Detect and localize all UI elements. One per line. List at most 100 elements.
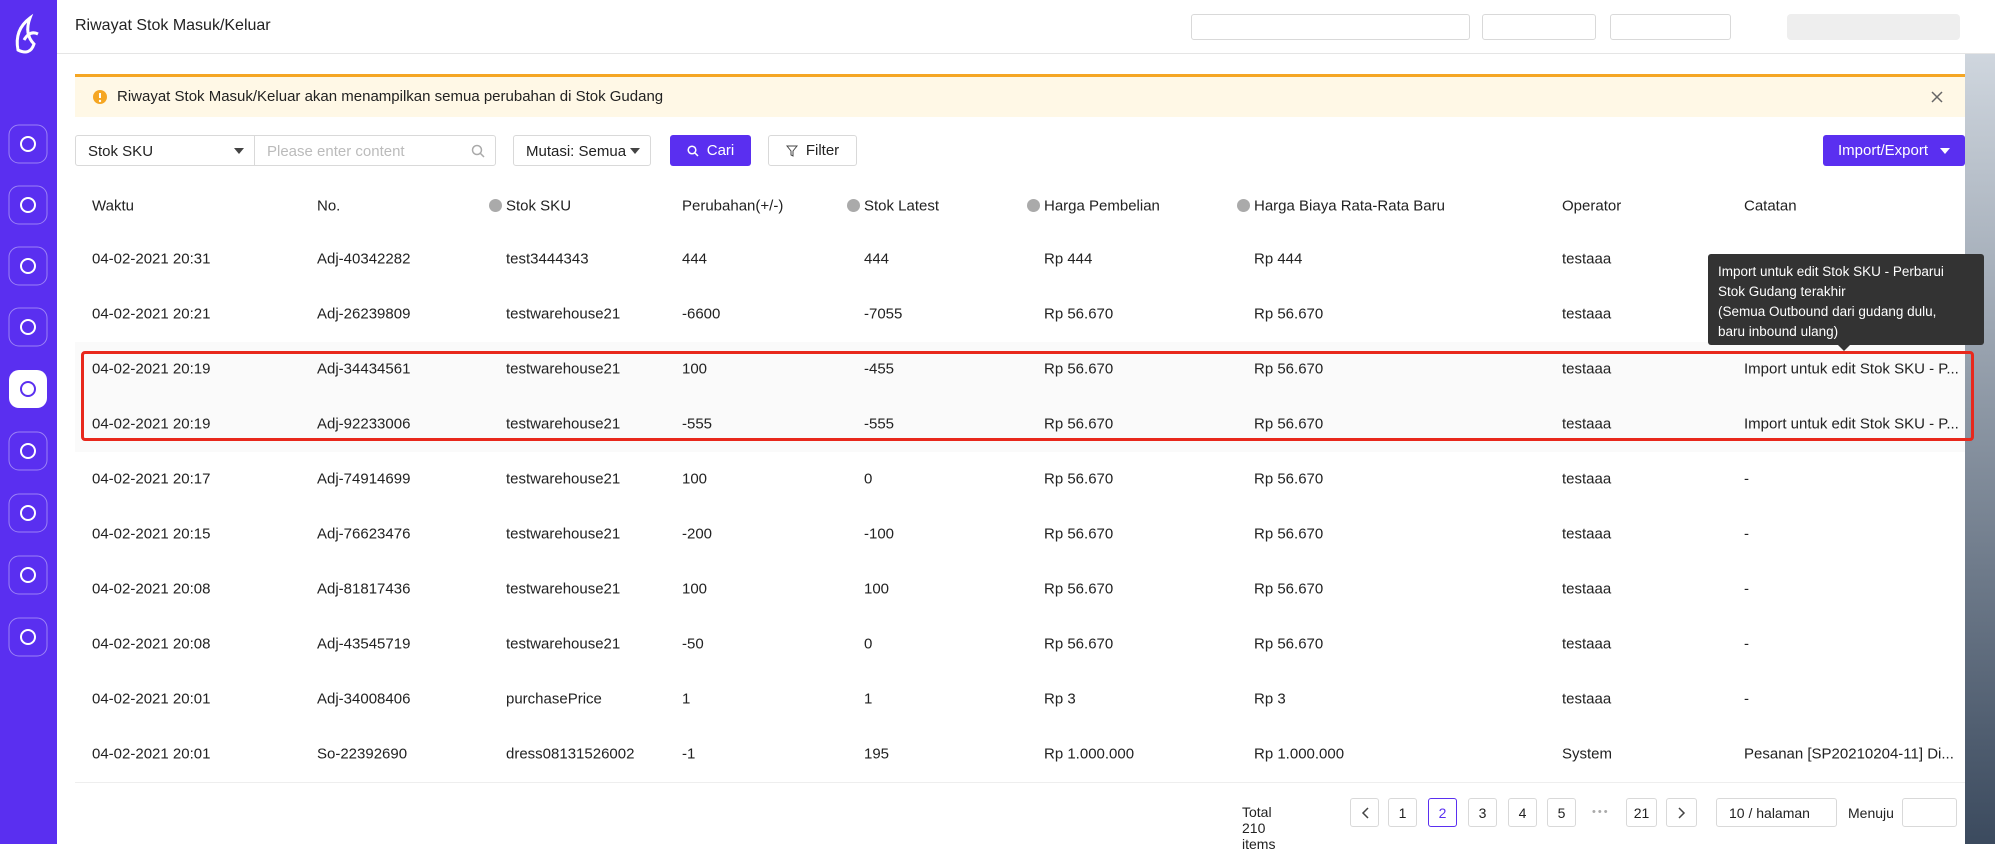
column-header: Perubahan(+/-)	[682, 197, 784, 215]
table-row	[75, 232, 1965, 288]
column-header: Harga Pembelian	[1044, 197, 1160, 215]
caret	[630, 148, 640, 154]
table-cell: Rp 56.670	[1044, 360, 1114, 378]
nav-item[interactable]	[8, 307, 48, 347]
table-row	[75, 727, 1965, 783]
alert: Riwayat Stok Masuk/Keluar akan menampilk…	[75, 74, 1965, 117]
tooltip-line: Import untuk edit Stok SKU - Perbarui	[1718, 264, 1944, 279]
table-cell: 04-02-2021 20:01	[92, 745, 211, 763]
column-header: Stok Latest	[864, 197, 940, 215]
table-cell: Rp 3	[1254, 690, 1286, 708]
table-cell: 195	[864, 745, 890, 763]
table-cell: 0	[864, 635, 873, 653]
table-cell: Import untuk edit Stok SKU - P...	[1744, 415, 1959, 433]
nav-item[interactable]	[9, 370, 47, 408]
table-header	[75, 182, 1965, 233]
table-cell: testwarehouse21	[506, 470, 621, 488]
header: Riwayat Stok Masuk/Keluar	[57, 0, 1995, 54]
nav-item[interactable]	[8, 555, 48, 595]
nav-item[interactable]	[8, 246, 48, 286]
table-cell: So-22392690	[317, 745, 408, 763]
nav-item[interactable]	[8, 617, 48, 657]
table-cell: 04-02-2021 20:08	[92, 580, 211, 598]
table-cell: -	[1744, 580, 1749, 598]
nav-icon	[20, 197, 36, 213]
tooltip-line: Stok Gudang terakhir	[1718, 284, 1846, 299]
import-export-button[interactable]: Import/Export	[1823, 135, 1965, 166]
column-header: Waktu	[92, 197, 134, 215]
nav-icon	[20, 505, 36, 521]
table-cell: Adj-34008406	[317, 690, 411, 708]
table-cell: testaaa	[1562, 580, 1612, 598]
table-cell: Rp 56.670	[1254, 305, 1324, 323]
sidebar	[0, 0, 57, 844]
next-page[interactable]	[1666, 798, 1697, 827]
nav-item[interactable]	[8, 493, 48, 533]
table-row	[75, 287, 1965, 343]
header-button[interactable]	[1610, 14, 1731, 40]
nav-icon	[20, 443, 36, 459]
store-select[interactable]	[1191, 14, 1470, 40]
header-button[interactable]	[1482, 14, 1596, 40]
nav-item[interactable]	[8, 185, 48, 225]
sidebar-icons	[8, 13, 48, 657]
table-cell: 1	[864, 690, 873, 708]
page-button[interactable]: 2	[1428, 798, 1457, 827]
nav-item[interactable]	[8, 431, 48, 471]
search-icon	[471, 144, 485, 158]
table-cell: testwarehouse21	[506, 415, 621, 433]
table-cell: test3444343	[506, 250, 589, 268]
table-cell: testaaa	[1562, 250, 1612, 268]
page-button[interactable]: 4	[1508, 798, 1537, 827]
goto-input[interactable]	[1902, 798, 1957, 827]
tooltip-line: baru inbound ulang)	[1718, 324, 1839, 339]
nav-icon	[20, 629, 36, 645]
search-input[interactable]: Please enter content	[254, 135, 496, 166]
table-cell: testwarehouse21	[506, 635, 621, 653]
page-button[interactable]: 5	[1547, 798, 1576, 827]
search-icon	[687, 144, 699, 157]
table-row	[75, 507, 1965, 563]
table-cell: -50	[682, 635, 704, 653]
page-size[interactable]: 10 / halaman	[1716, 798, 1837, 827]
column-header: Stok SKU	[506, 197, 572, 215]
table-cell: System	[1562, 745, 1613, 763]
alert-text: Riwayat Stok Masuk/Keluar akan menampilk…	[117, 88, 664, 105]
filter-button[interactable]: Filter	[768, 135, 857, 166]
table-cell: 04-02-2021 20:19	[92, 360, 211, 378]
table-cell: -	[1744, 635, 1749, 653]
nav-icon	[20, 258, 36, 274]
table-cell: 100	[682, 360, 708, 378]
table-cell: Rp 444	[1044, 250, 1093, 268]
mutasi-select[interactable]: Mutasi: Semua	[513, 135, 651, 166]
table-cell: Rp 56.670	[1254, 635, 1324, 653]
alert-icon	[93, 90, 107, 104]
table-cell: Rp 56.670	[1254, 525, 1324, 543]
page-button[interactable]: 1	[1388, 798, 1417, 827]
user-area[interactable]	[1787, 14, 1960, 40]
table-cell: testwarehouse21	[506, 360, 621, 378]
nav-item[interactable]	[8, 124, 48, 164]
page-button[interactable]: 21	[1626, 798, 1657, 827]
column-header: No.	[317, 197, 341, 215]
table-cell: testwarehouse21	[506, 580, 621, 598]
table-cell: testaaa	[1562, 470, 1612, 488]
table-cell: testaaa	[1562, 305, 1612, 323]
table-cell: 0	[864, 470, 873, 488]
table-cell: testaaa	[1562, 635, 1612, 653]
table-cell: 100	[682, 470, 708, 488]
nav-icon	[20, 319, 36, 335]
search-button[interactable]: Cari	[670, 135, 751, 166]
page-button[interactable]: 3	[1468, 798, 1497, 827]
column-header: Harga Biaya Rata-Rata Baru	[1254, 197, 1445, 215]
field-select[interactable]: Stok SKU	[75, 135, 255, 166]
table-cell: testaaa	[1562, 415, 1612, 433]
tooltip-arrow	[1838, 345, 1850, 351]
table-cell: Rp 56.670	[1044, 580, 1114, 598]
alert-close[interactable]	[1930, 90, 1944, 104]
table-cell: Rp 56.670	[1044, 305, 1114, 323]
table-cell: -100	[864, 525, 895, 543]
table-cell: 1	[682, 690, 691, 708]
prev-page[interactable]	[1350, 798, 1379, 827]
table-cell: 100	[864, 580, 890, 598]
